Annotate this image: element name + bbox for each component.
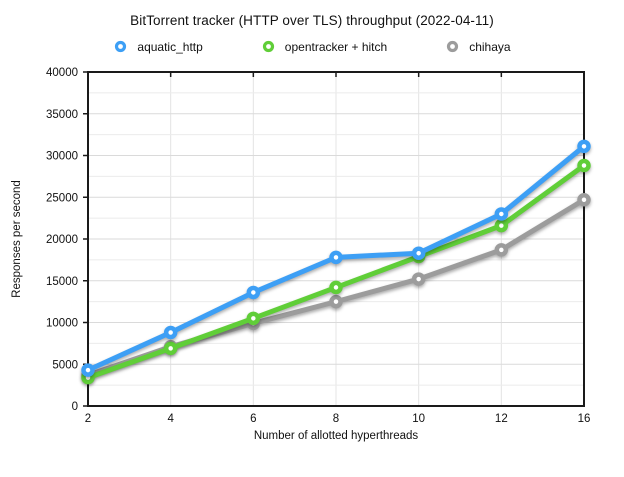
series-0	[81, 139, 591, 377]
legend-label: opentracker + hitch	[284, 39, 388, 54]
y-tick-label: 15000	[46, 276, 78, 288]
data-point	[577, 193, 591, 207]
y-tick-label: 0	[72, 401, 78, 413]
data-point	[411, 246, 426, 260]
x-axis-title: Number of allotted hyperthreads	[253, 430, 419, 442]
data-point	[246, 285, 261, 300]
y-tick-label: 35000	[46, 109, 78, 121]
y-tick-label: 40000	[46, 67, 78, 79]
legend-item-1: opentracker + hitch	[261, 39, 387, 54]
y-tick-label: 30000	[46, 151, 78, 163]
legend-item-2: chihaya	[445, 39, 511, 54]
y-tick-label: 20000	[46, 234, 78, 246]
x-tick-label: 8	[333, 413, 339, 425]
y-tick-label: 25000	[46, 192, 78, 204]
data-point	[577, 158, 591, 173]
data-point	[81, 363, 95, 377]
legend-marker-icon	[447, 40, 459, 53]
x-tick-label: 10	[412, 413, 425, 425]
data-point	[163, 341, 178, 356]
y-tick-label: 5000	[52, 359, 78, 371]
legend-label: chihaya	[469, 39, 511, 54]
legend-label: aquatic_http	[137, 39, 203, 54]
data-point	[246, 311, 261, 326]
x-tick-label: 16	[578, 413, 591, 425]
data-point	[577, 139, 591, 154]
data-point	[329, 280, 343, 295]
x-tick-label: 4	[167, 413, 174, 425]
x-tick-label: 2	[85, 413, 91, 425]
legend-item-0: aquatic_http	[113, 39, 203, 54]
data-point	[494, 218, 509, 233]
x-tick-label: 12	[495, 413, 508, 425]
data-point	[329, 294, 343, 309]
data-point	[411, 272, 426, 286]
data-point	[329, 250, 343, 265]
data-point	[494, 243, 509, 257]
legend-marker-icon	[115, 40, 127, 53]
y-tick-label: 10000	[46, 318, 78, 330]
x-tick-label: 6	[250, 413, 256, 425]
legend-marker-icon	[262, 40, 274, 53]
data-point	[163, 325, 178, 340]
data-point	[494, 207, 509, 221]
y-axis-title: Responses per second	[11, 180, 23, 298]
chart-legend: aquatic_http opentracker + hitch chihaya	[0, 39, 624, 54]
chart-title: BitTorrent tracker (HTTP over TLS) throu…	[130, 13, 494, 28]
